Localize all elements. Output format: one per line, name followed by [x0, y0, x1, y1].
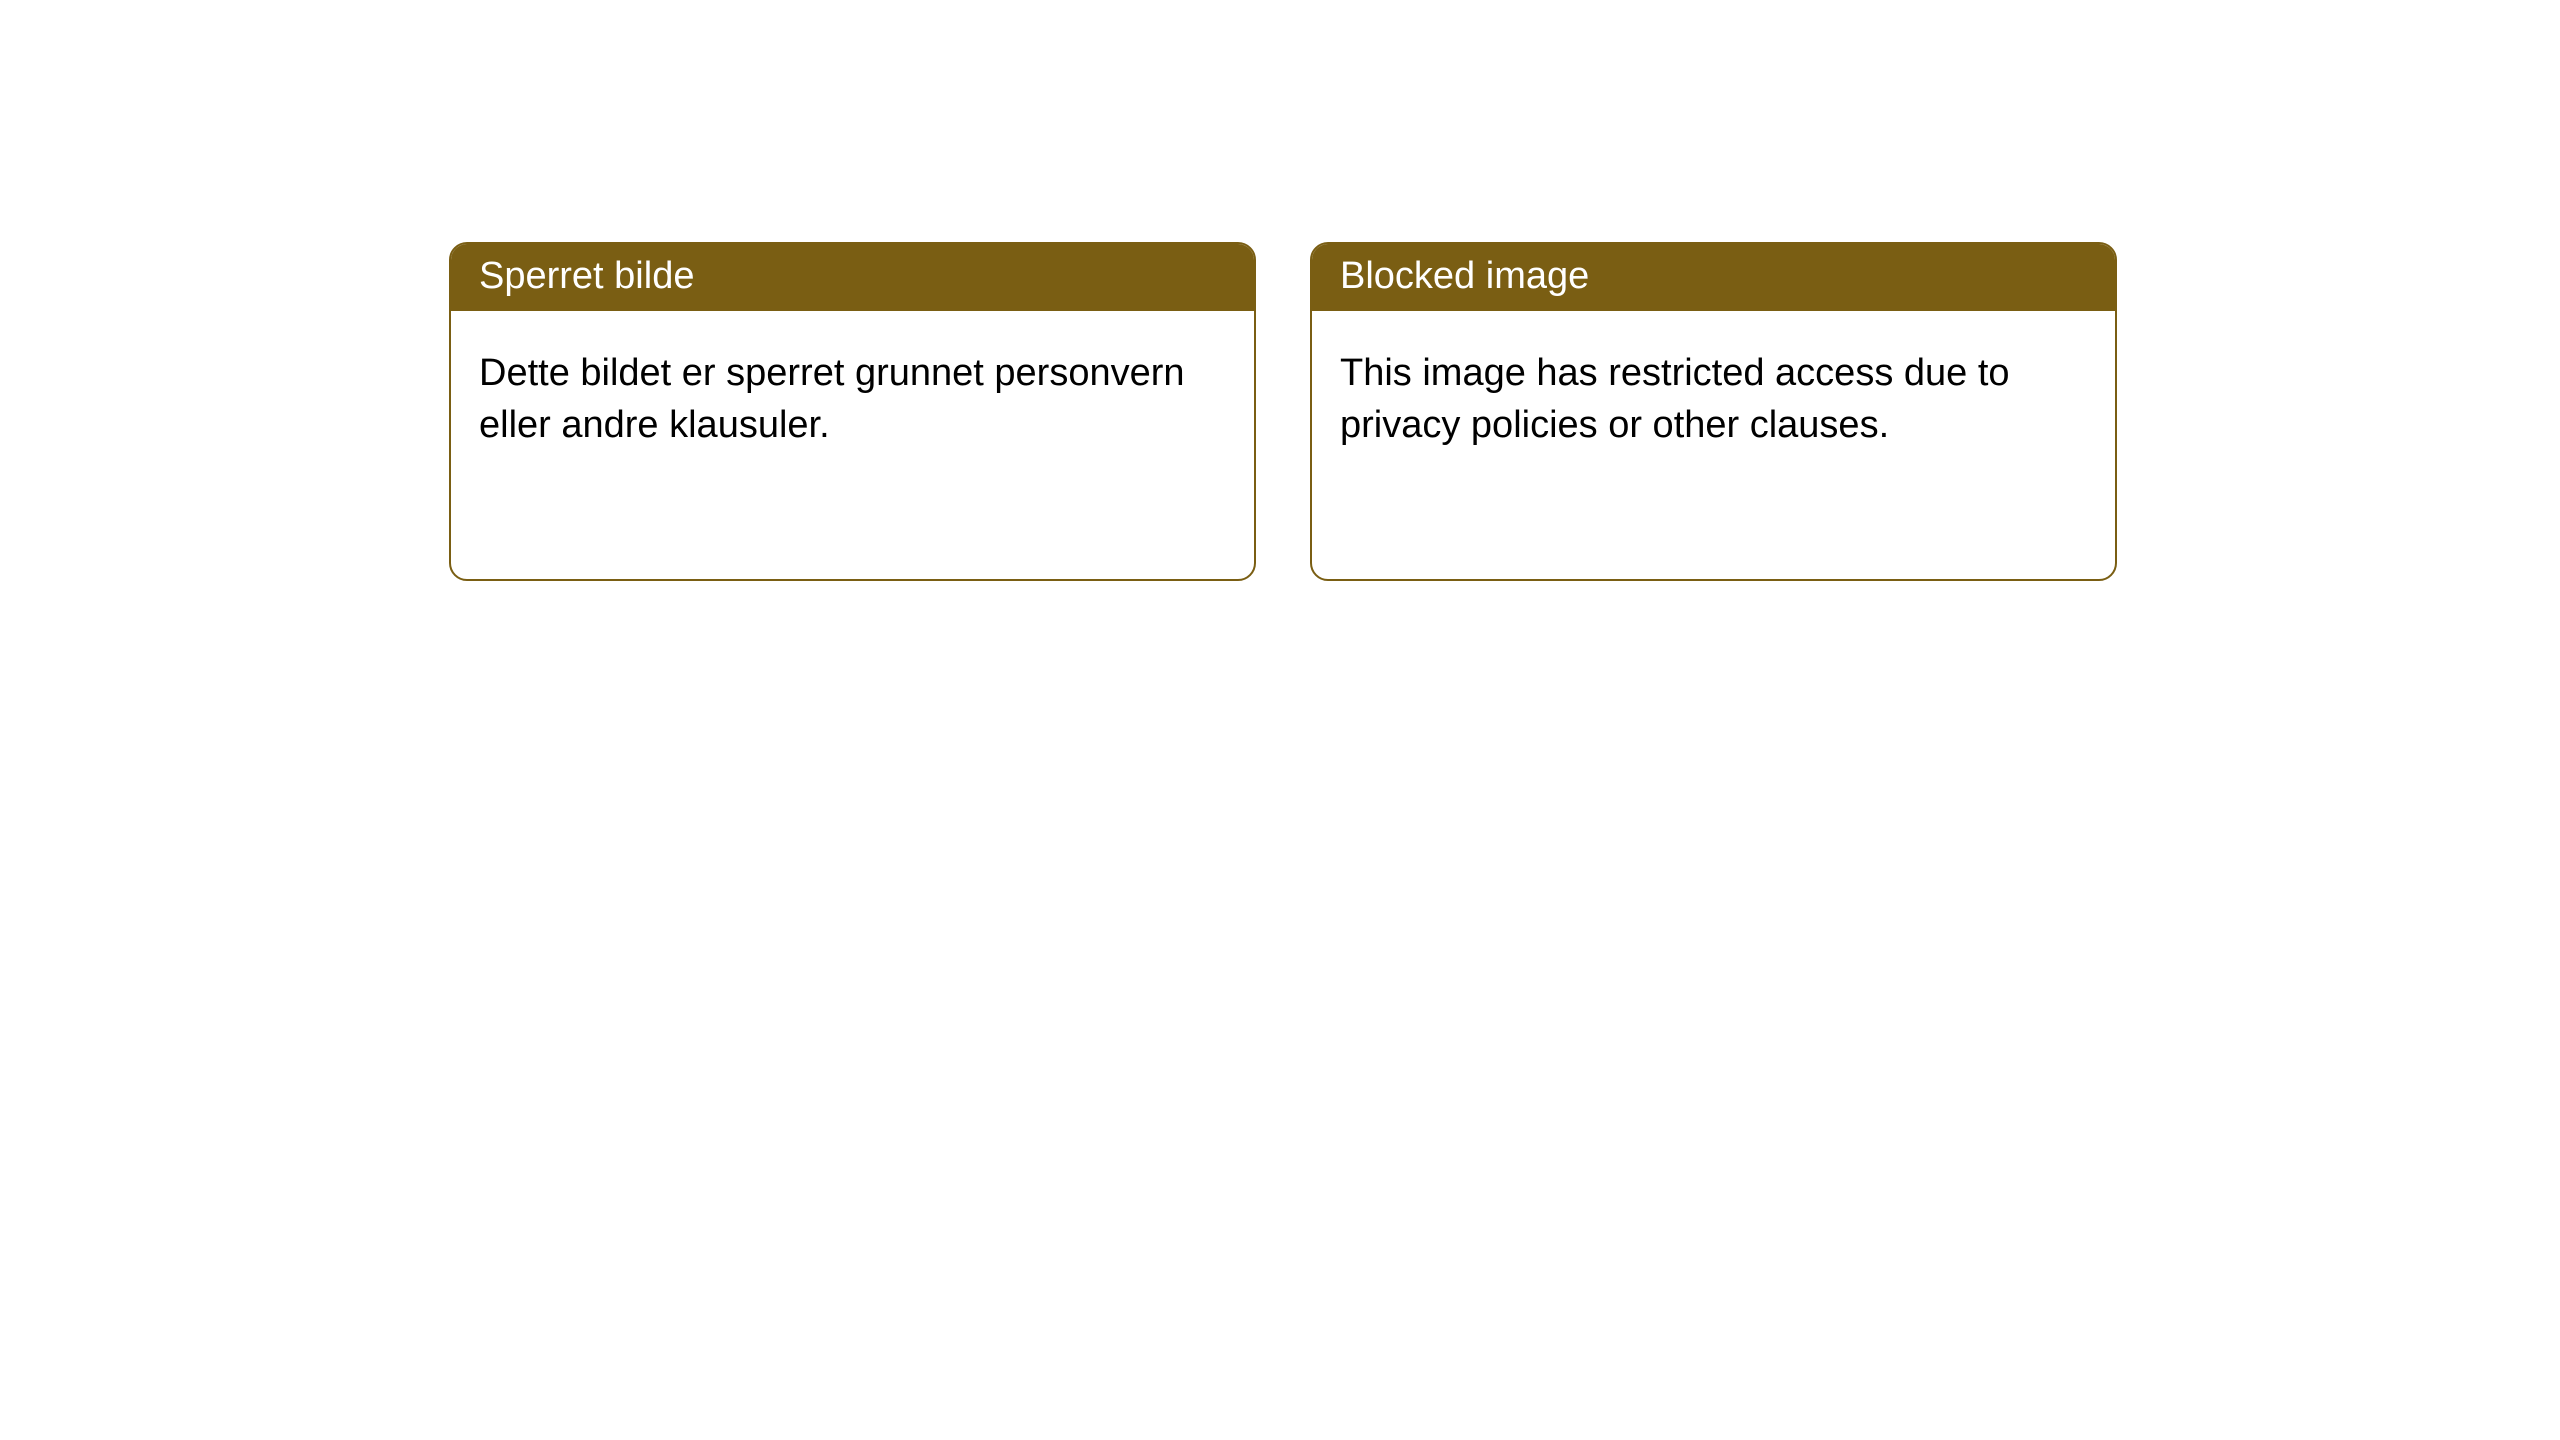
blocked-image-card-no: Sperret bilde Dette bildet er sperret gr…	[449, 242, 1256, 581]
blocked-image-card-en: Blocked image This image has restricted …	[1310, 242, 2117, 581]
card-header-en: Blocked image	[1312, 244, 2115, 311]
card-text-no: Dette bildet er sperret grunnet personve…	[479, 352, 1185, 446]
card-text-en: This image has restricted access due to …	[1340, 352, 2010, 446]
cards-container: Sperret bilde Dette bildet er sperret gr…	[0, 0, 2560, 581]
card-title-no: Sperret bilde	[479, 255, 694, 297]
card-header-no: Sperret bilde	[451, 244, 1254, 311]
card-title-en: Blocked image	[1340, 255, 1589, 297]
card-body-no: Dette bildet er sperret grunnet personve…	[451, 311, 1254, 479]
card-body-en: This image has restricted access due to …	[1312, 311, 2115, 479]
